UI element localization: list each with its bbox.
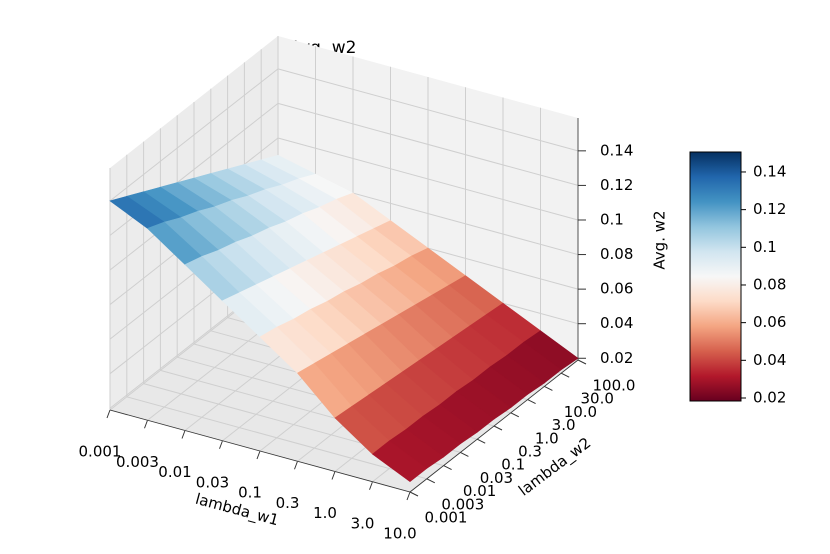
z-tick-label: 0.12 [600,176,633,194]
x-tick [181,430,186,439]
x-tick [369,481,373,490]
y-tick [527,399,536,405]
y-tick [493,425,503,431]
y-tick [476,438,486,444]
y-tick-label: 3.0 [552,416,576,434]
colorbar-tick-label: 0.04 [753,351,786,369]
y-tick-label: 0.003 [441,495,484,513]
surface-patch [372,440,428,483]
x-tick-label: 0.001 [79,443,122,461]
z-axis-label: Avg. w2 [651,210,669,269]
z-tick-label: 0.04 [600,314,633,332]
x-tick-label: 0.003 [116,453,159,471]
colorbar-tick-label: 0.06 [753,313,786,331]
x-tick [406,491,411,501]
y-tick [409,491,419,497]
y-tick [544,385,553,391]
x-tick [331,471,336,480]
z-tick-label: 0.14 [600,141,633,159]
x-tick [106,409,111,419]
x-tick-label: 1.0 [313,504,337,522]
y-tick [510,412,520,418]
y-tick-label: 0.03 [480,469,513,487]
y-tick-label: 1.0 [535,429,559,447]
y-tick-label: 10.0 [564,403,597,421]
z-tick-label: 0.02 [600,349,633,367]
y-tick-label: 0.3 [518,443,542,461]
x-tick-label: 0.01 [158,463,191,481]
x-tick [294,461,298,470]
colorbar-tick-label: 0.12 [753,200,786,218]
colorbar-tick-label: 0.08 [753,275,786,293]
y-tick [577,359,587,365]
axis-line [409,359,579,493]
x-axis-label: lambda_w1 [193,490,281,530]
colorbar [689,151,742,402]
y-tick-label: 100.0 [593,377,636,395]
y-tick [426,478,436,484]
y-tick [460,451,469,457]
y-tick-label: 0.01 [463,482,496,500]
axis-line [109,409,411,493]
colorbar-tick-label: 0.02 [753,388,786,406]
y-tick-label: 30.0 [580,390,613,408]
x-tick-label: 3.0 [351,514,375,532]
x-tick-label: 10.0 [383,525,416,543]
x-tick-label: 0.3 [276,494,300,512]
x-tick [144,420,148,429]
grid-line [277,68,579,152]
grid-line [126,396,427,480]
z-tick-label: 0.08 [600,245,633,263]
x-tick [219,440,223,449]
colorbar-tick-label: 0.1 [753,238,777,256]
grid-line [109,68,279,202]
z-tick-label: 0.06 [600,280,633,298]
z-tick-label: 0.1 [600,210,624,228]
y-tick-label: 0.001 [425,509,468,527]
grid-line [277,137,579,221]
colorbar-tick-label: 0.14 [753,162,786,180]
x-tick [256,450,261,460]
y-tick [443,465,452,471]
x-tick-label: 0.03 [196,473,229,491]
grid-line [277,102,579,186]
y-tick-label: 0.1 [501,456,525,474]
y-tick [560,372,570,378]
x-tick-label: 0.1 [238,484,262,502]
